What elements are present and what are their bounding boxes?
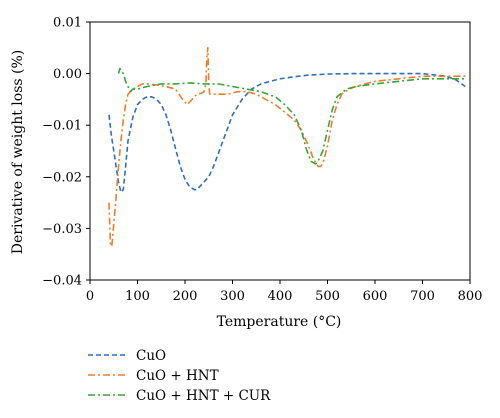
- series-line-2: [117, 67, 466, 165]
- x-tick-label: 400: [268, 289, 293, 304]
- x-tick-label: 300: [220, 289, 245, 304]
- plot-area: [89, 21, 471, 281]
- y-tick-label: −0.01: [42, 119, 82, 134]
- x-tick-label: 0: [86, 289, 94, 304]
- y-tick-label: 0.01: [53, 16, 82, 31]
- y-axis: 0.01 0.00 −0.01 −0.02 −0.03 −0.04: [42, 16, 90, 289]
- x-tick-label: 800: [458, 289, 483, 304]
- x-axis: 0 100 200 300 400 500 600 700 800: [86, 280, 483, 304]
- series-group: [108, 46, 466, 248]
- legend-label-0: CuO: [136, 348, 166, 364]
- x-tick-label: 100: [125, 289, 150, 304]
- x-tick-label: 500: [315, 289, 340, 304]
- y-tick-label: −0.04: [42, 274, 82, 289]
- legend: CuO CuO + HNT CuO + HNT + CUR: [88, 348, 271, 404]
- y-tick-label: −0.03: [42, 222, 82, 237]
- y-axis-label: Derivative of weight loss (%): [10, 50, 26, 255]
- x-tick-label: 600: [363, 289, 388, 304]
- y-tick-label: −0.02: [42, 170, 82, 185]
- legend-label-2: CuO + HNT + CUR: [136, 388, 271, 404]
- x-axis-label: Temperature (°C): [217, 314, 342, 330]
- series-line-0: [108, 72, 466, 194]
- x-tick-label: 700: [410, 289, 435, 304]
- x-tick-label: 200: [173, 289, 198, 304]
- series-line-1: [108, 46, 466, 248]
- y-tick-label: 0.00: [53, 67, 82, 82]
- legend-label-1: CuO + HNT: [136, 368, 219, 384]
